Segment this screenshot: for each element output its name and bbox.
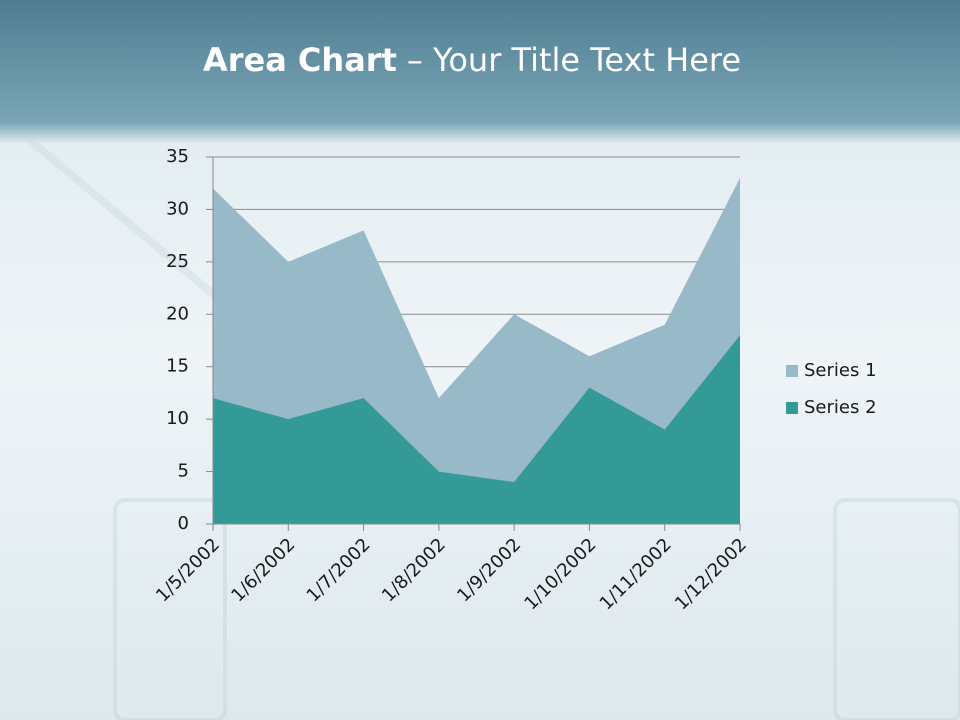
y-tick-label: 15 bbox=[166, 356, 189, 377]
area bbox=[213, 335, 740, 524]
y-tick-label: 20 bbox=[166, 303, 189, 324]
y-tick-label: 10 bbox=[166, 408, 189, 429]
legend-label: Series 2 bbox=[804, 397, 877, 418]
legend-label: Series 1 bbox=[804, 360, 877, 381]
title-bold: Area Chart bbox=[203, 41, 397, 79]
y-tick-label: 35 bbox=[166, 146, 189, 167]
y-tick-label: 5 bbox=[178, 461, 189, 482]
title-rest: – Your Title Text Here bbox=[407, 41, 741, 79]
legend-swatch bbox=[786, 402, 798, 414]
decor-tubes bbox=[27, 136, 960, 720]
y-tick-label: 0 bbox=[178, 513, 189, 534]
legend-swatch bbox=[786, 365, 798, 377]
y-tick-label: 25 bbox=[166, 251, 189, 272]
title: Area Chart – Your Title Text Here bbox=[203, 41, 741, 79]
y-tick-label: 30 bbox=[166, 198, 189, 219]
